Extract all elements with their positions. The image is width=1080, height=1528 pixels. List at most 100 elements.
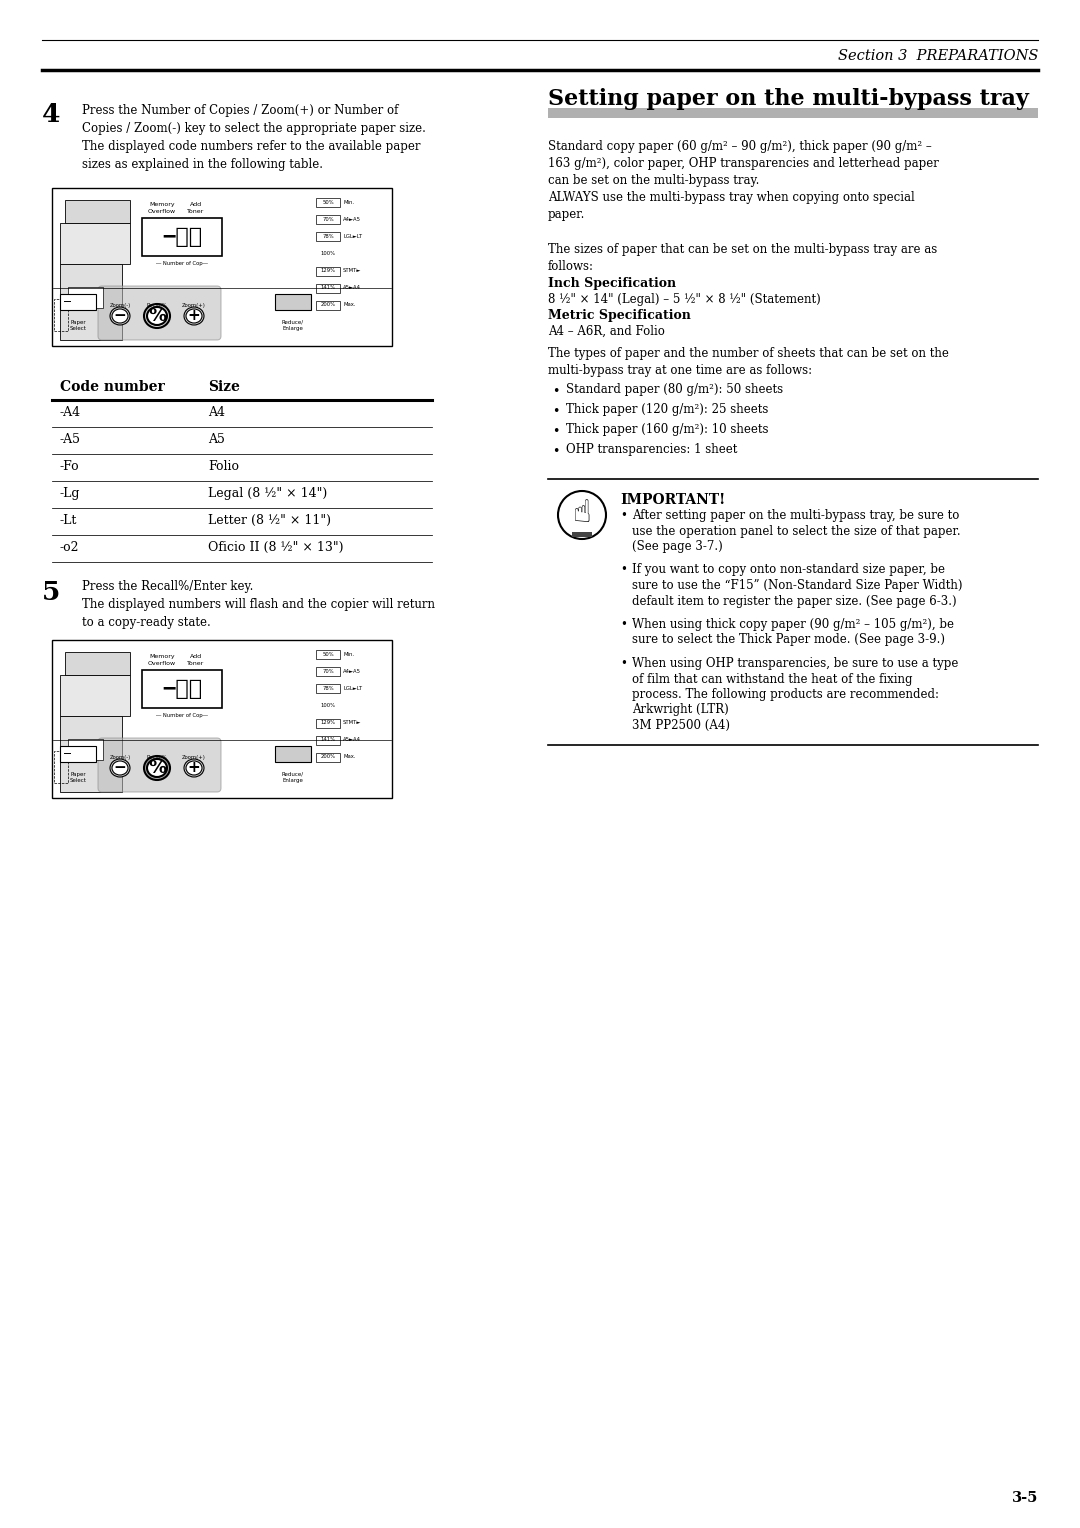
Bar xyxy=(54,299,68,332)
Ellipse shape xyxy=(144,756,170,779)
Text: −ᑖᓏ: −ᑖᓏ xyxy=(162,678,202,698)
Text: IMPORTANT!: IMPORTANT! xyxy=(620,494,726,507)
Text: The types of paper and the number of sheets that can be set on the: The types of paper and the number of she… xyxy=(548,347,949,361)
Bar xyxy=(60,293,96,310)
Bar xyxy=(275,293,311,310)
Ellipse shape xyxy=(147,759,167,778)
Text: 141%: 141% xyxy=(321,738,336,743)
Text: Paper: Paper xyxy=(70,319,85,325)
Ellipse shape xyxy=(147,307,167,325)
Bar xyxy=(572,532,592,536)
Ellipse shape xyxy=(110,307,130,325)
Text: Zoom(-): Zoom(-) xyxy=(109,303,131,309)
Text: Thick paper (160 g/m²): 10 sheets: Thick paper (160 g/m²): 10 sheets xyxy=(566,423,769,435)
Text: The sizes of paper that can be set on the multi-bypass tray are as: The sizes of paper that can be set on th… xyxy=(548,243,937,257)
Bar xyxy=(65,200,130,223)
Bar xyxy=(316,753,340,762)
Text: -o2: -o2 xyxy=(60,541,80,555)
Bar xyxy=(60,223,130,264)
Text: process. The following products are recommended:: process. The following products are reco… xyxy=(632,688,939,701)
Bar xyxy=(52,188,392,345)
Text: to a copy-ready state.: to a copy-ready state. xyxy=(82,616,211,630)
Ellipse shape xyxy=(110,759,130,778)
Text: sure to use the “F15” (Non-Standard Size Paper Width): sure to use the “F15” (Non-Standard Size… xyxy=(632,579,962,591)
Circle shape xyxy=(558,490,606,539)
Bar xyxy=(316,199,340,206)
Text: -A5: -A5 xyxy=(60,432,81,446)
Bar xyxy=(316,685,340,694)
Text: Thick paper (120 g/m²): 25 sheets: Thick paper (120 g/m²): 25 sheets xyxy=(566,403,768,416)
Text: 4: 4 xyxy=(42,102,60,127)
Text: The displayed code numbers refer to the available paper: The displayed code numbers refer to the … xyxy=(82,141,420,153)
Ellipse shape xyxy=(112,761,129,775)
Text: If you want to copy onto non-standard size paper, be: If you want to copy onto non-standard si… xyxy=(632,564,945,576)
Text: Overflow: Overflow xyxy=(148,662,176,666)
Text: •: • xyxy=(620,564,626,576)
Text: •: • xyxy=(620,509,626,523)
Text: +: + xyxy=(188,761,201,776)
Text: •: • xyxy=(620,617,626,631)
Text: Add: Add xyxy=(190,654,202,659)
Bar xyxy=(316,668,340,677)
Bar xyxy=(316,215,340,225)
Bar xyxy=(60,675,130,717)
Bar xyxy=(60,746,96,762)
Ellipse shape xyxy=(112,309,129,322)
Ellipse shape xyxy=(184,307,204,325)
Text: •: • xyxy=(620,657,626,669)
Bar xyxy=(54,752,68,784)
Text: OHP transparencies: 1 sheet: OHP transparencies: 1 sheet xyxy=(566,443,738,455)
Text: Recall%: Recall% xyxy=(147,303,167,309)
Ellipse shape xyxy=(144,304,170,329)
Text: Press the Recall%/Enter key.: Press the Recall%/Enter key. xyxy=(82,581,254,593)
Text: Standard paper (80 g/m²): 50 sheets: Standard paper (80 g/m²): 50 sheets xyxy=(566,384,783,396)
Text: -Lt: -Lt xyxy=(60,513,78,527)
Text: A5►A4: A5►A4 xyxy=(343,738,361,743)
Text: -Lg: -Lg xyxy=(60,487,81,500)
Text: %: % xyxy=(148,759,166,778)
Bar xyxy=(68,740,103,759)
Bar xyxy=(52,640,392,798)
Text: 3-5: 3-5 xyxy=(1012,1491,1038,1505)
Text: ― Number of Cop―: ― Number of Cop― xyxy=(157,261,208,266)
Bar xyxy=(316,301,340,310)
Ellipse shape xyxy=(184,759,204,778)
Bar xyxy=(316,267,340,275)
FancyBboxPatch shape xyxy=(98,738,221,792)
Text: 8 ½" × 14" (Legal) – 5 ½" × 8 ½" (Statement): 8 ½" × 14" (Legal) – 5 ½" × 8 ½" (Statem… xyxy=(548,293,821,306)
Ellipse shape xyxy=(186,309,202,322)
Text: −: − xyxy=(113,761,126,776)
Text: +: + xyxy=(188,309,201,324)
Text: 200%: 200% xyxy=(321,755,336,759)
Bar xyxy=(68,287,103,307)
Text: Memory: Memory xyxy=(149,202,175,206)
Text: ☝: ☝ xyxy=(572,498,592,527)
Text: Zoom(-): Zoom(-) xyxy=(109,755,131,759)
Bar xyxy=(141,669,222,707)
Text: Folio: Folio xyxy=(208,460,239,474)
Text: Press the Number of Copies / Zoom(+) or Number of: Press the Number of Copies / Zoom(+) or … xyxy=(82,104,399,118)
Text: 141%: 141% xyxy=(321,286,336,290)
Text: Copies / Zoom(-) key to select the appropriate paper size.: Copies / Zoom(-) key to select the appro… xyxy=(82,122,426,134)
Text: 100%: 100% xyxy=(321,251,336,257)
Text: Min.: Min. xyxy=(343,200,354,205)
Text: 70%: 70% xyxy=(322,669,334,674)
Text: STMT►: STMT► xyxy=(343,720,362,726)
Text: can be set on the multi-bypass tray.: can be set on the multi-bypass tray. xyxy=(548,174,759,186)
Text: When using OHP transparencies, be sure to use a type: When using OHP transparencies, be sure t… xyxy=(632,657,958,669)
Text: multi-bypass tray at one time are as follows:: multi-bypass tray at one time are as fol… xyxy=(548,364,812,377)
Text: Zoom(+): Zoom(+) xyxy=(183,755,206,759)
Text: Recall%: Recall% xyxy=(147,755,167,759)
Text: Letter (8 ½" × 11"): Letter (8 ½" × 11") xyxy=(208,513,330,527)
Text: Min.: Min. xyxy=(343,651,354,657)
Text: A4 – A6R, and Folio: A4 – A6R, and Folio xyxy=(548,325,665,338)
Bar xyxy=(275,746,311,762)
Text: Memory: Memory xyxy=(149,654,175,659)
Ellipse shape xyxy=(186,761,202,775)
Text: 50%: 50% xyxy=(322,200,334,205)
Text: Toner: Toner xyxy=(187,662,204,666)
Bar xyxy=(548,108,1038,118)
Text: 163 g/m²), color paper, OHP transparencies and letterhead paper: 163 g/m²), color paper, OHP transparenci… xyxy=(548,157,939,170)
Text: Oficio II (8 ½" × 13"): Oficio II (8 ½" × 13") xyxy=(208,541,343,555)
Text: (See page 3-7.): (See page 3-7.) xyxy=(632,539,723,553)
